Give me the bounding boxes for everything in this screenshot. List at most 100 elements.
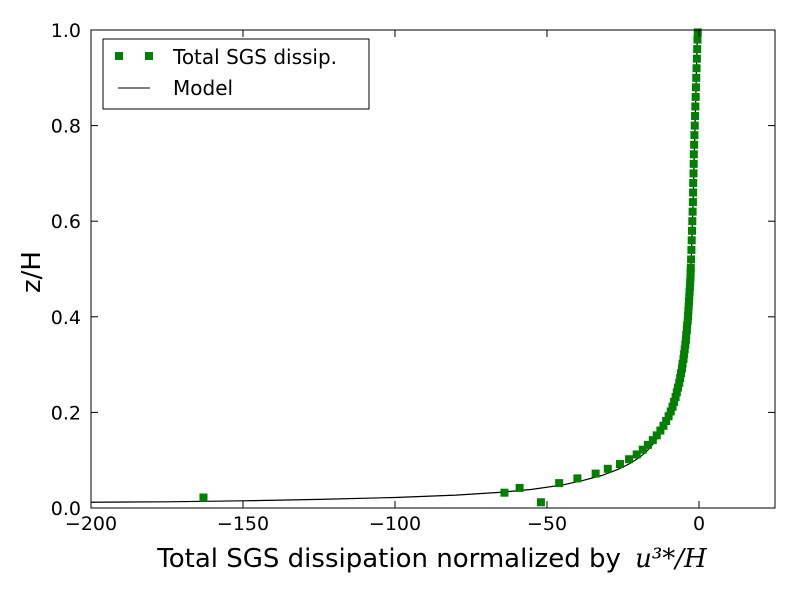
data-point-sgs bbox=[632, 450, 641, 459]
data-point-sgs bbox=[679, 354, 688, 363]
data-point-sgs bbox=[625, 455, 634, 464]
data-point-sgs bbox=[683, 321, 692, 330]
data-point-sgs bbox=[648, 436, 657, 445]
data-point-sgs bbox=[684, 307, 693, 316]
data-point-sgs bbox=[687, 245, 696, 254]
data-point-sgs bbox=[686, 273, 695, 282]
data-point-sgs bbox=[656, 426, 665, 435]
data-point-sgs bbox=[638, 445, 647, 454]
legend-marker-square-1 bbox=[115, 52, 123, 60]
y-tick-label: 0.4 bbox=[51, 307, 81, 329]
x-axis-label-text: Total SGS dissipation normalized by bbox=[156, 544, 621, 574]
data-point-sgs bbox=[603, 464, 612, 473]
data-point-sgs bbox=[684, 297, 693, 306]
data-point-sgs bbox=[688, 198, 697, 207]
data-point-sgs bbox=[674, 383, 683, 392]
data-point-sgs bbox=[680, 345, 689, 354]
plot-frame bbox=[90, 29, 776, 509]
y-tick-label: 0.2 bbox=[51, 402, 81, 424]
data-point-sgs bbox=[686, 268, 695, 277]
data-point-sgs bbox=[500, 488, 509, 497]
data-point-sgs bbox=[677, 364, 686, 373]
data-point-sgs bbox=[686, 264, 695, 273]
legend-label-model: Model bbox=[173, 76, 233, 100]
legend-frame bbox=[102, 38, 370, 110]
y-axis-label: z/H bbox=[17, 251, 47, 293]
data-point-sgs bbox=[676, 373, 685, 382]
data-point-sgs bbox=[691, 92, 700, 101]
data-point-sgs bbox=[689, 188, 698, 197]
data-point-sgs bbox=[652, 431, 661, 440]
data-point-sgs bbox=[685, 283, 694, 292]
data-point-sgs bbox=[688, 226, 697, 235]
data-point-sgs bbox=[670, 397, 679, 406]
y-tick-label: 1.0 bbox=[51, 20, 81, 42]
data-point-sgs bbox=[692, 64, 701, 73]
x-axis-label-math: u³*/H bbox=[635, 544, 708, 574]
data-point-sgs bbox=[675, 378, 684, 387]
data-point-sgs bbox=[685, 292, 694, 301]
data-point-sgs bbox=[693, 28, 702, 37]
data-point-sgs bbox=[693, 45, 702, 54]
plot-content bbox=[91, 28, 702, 507]
data-point-sgs bbox=[199, 493, 208, 502]
data-point-sgs bbox=[693, 35, 702, 44]
data-point-sgs bbox=[688, 217, 697, 226]
data-point-sgs bbox=[671, 393, 680, 402]
data-point-sgs bbox=[692, 73, 701, 82]
data-point-sgs bbox=[682, 326, 691, 335]
data-point-sgs bbox=[680, 350, 689, 359]
data-point-sgs bbox=[573, 474, 582, 483]
data-point-sgs bbox=[690, 121, 699, 130]
x-tick-label: 0 bbox=[693, 513, 705, 535]
data-point-sgs bbox=[686, 278, 695, 287]
data-point-sgs bbox=[677, 369, 686, 378]
data-point-sgs bbox=[591, 469, 600, 478]
y-tick-label: 0.8 bbox=[51, 116, 81, 138]
y-tick-label: 0.6 bbox=[51, 211, 81, 233]
data-point-sgs bbox=[672, 388, 681, 397]
data-point-sgs bbox=[689, 169, 698, 178]
legend-marker-square-2 bbox=[145, 52, 153, 60]
data-point-sgs bbox=[684, 302, 693, 311]
data-point-sgs bbox=[690, 140, 699, 149]
data-point-sgs bbox=[681, 340, 690, 349]
data-point-sgs bbox=[691, 83, 700, 92]
legend-label-sgs: Total SGS dissip. bbox=[172, 45, 337, 69]
x-tick-label: −200 bbox=[65, 513, 117, 535]
data-point-sgs bbox=[687, 236, 696, 245]
data-point-sgs bbox=[666, 407, 675, 416]
data-point-sgs bbox=[691, 112, 700, 121]
data-point-sgs bbox=[683, 316, 692, 325]
data-point-sgs bbox=[685, 287, 694, 296]
data-point-sgs bbox=[662, 417, 671, 425]
data-point-sgs bbox=[689, 150, 698, 159]
data-point-sgs bbox=[684, 311, 693, 320]
data-point-sgs bbox=[615, 460, 624, 469]
data-point-sgs bbox=[659, 421, 668, 430]
data-point-sgs bbox=[681, 335, 690, 344]
ticks-layer: −200 −150 −100 −50 0 0.0 0.2 0.4 0.6 0.8 1.0 bbox=[51, 20, 775, 535]
data-point-sgs bbox=[688, 207, 697, 216]
x-axis-label: Total SGS dissipation normalized by u³*/… bbox=[156, 544, 708, 574]
data-point-sgs bbox=[689, 159, 698, 168]
data-point-sgs bbox=[536, 498, 545, 507]
data-point-sgs bbox=[691, 102, 700, 111]
data-point-sgs bbox=[678, 359, 687, 368]
y-tick-label: 0.0 bbox=[51, 498, 81, 520]
legend: Total SGS dissip. Model bbox=[102, 38, 370, 110]
data-point-sgs bbox=[687, 255, 696, 264]
data-point-sgs bbox=[690, 131, 699, 140]
data-point-sgs bbox=[515, 483, 524, 492]
data-point-sgs bbox=[664, 412, 673, 421]
data-point-sgs bbox=[682, 330, 691, 339]
x-tick-label: −150 bbox=[217, 513, 269, 535]
data-point-sgs bbox=[643, 440, 652, 449]
data-point-sgs bbox=[668, 402, 677, 411]
data-point-sgs bbox=[689, 178, 698, 187]
x-tick-label: −100 bbox=[369, 513, 421, 535]
data-point-sgs bbox=[692, 54, 701, 63]
data-point-sgs bbox=[555, 479, 564, 488]
x-tick-label: −50 bbox=[527, 513, 567, 535]
